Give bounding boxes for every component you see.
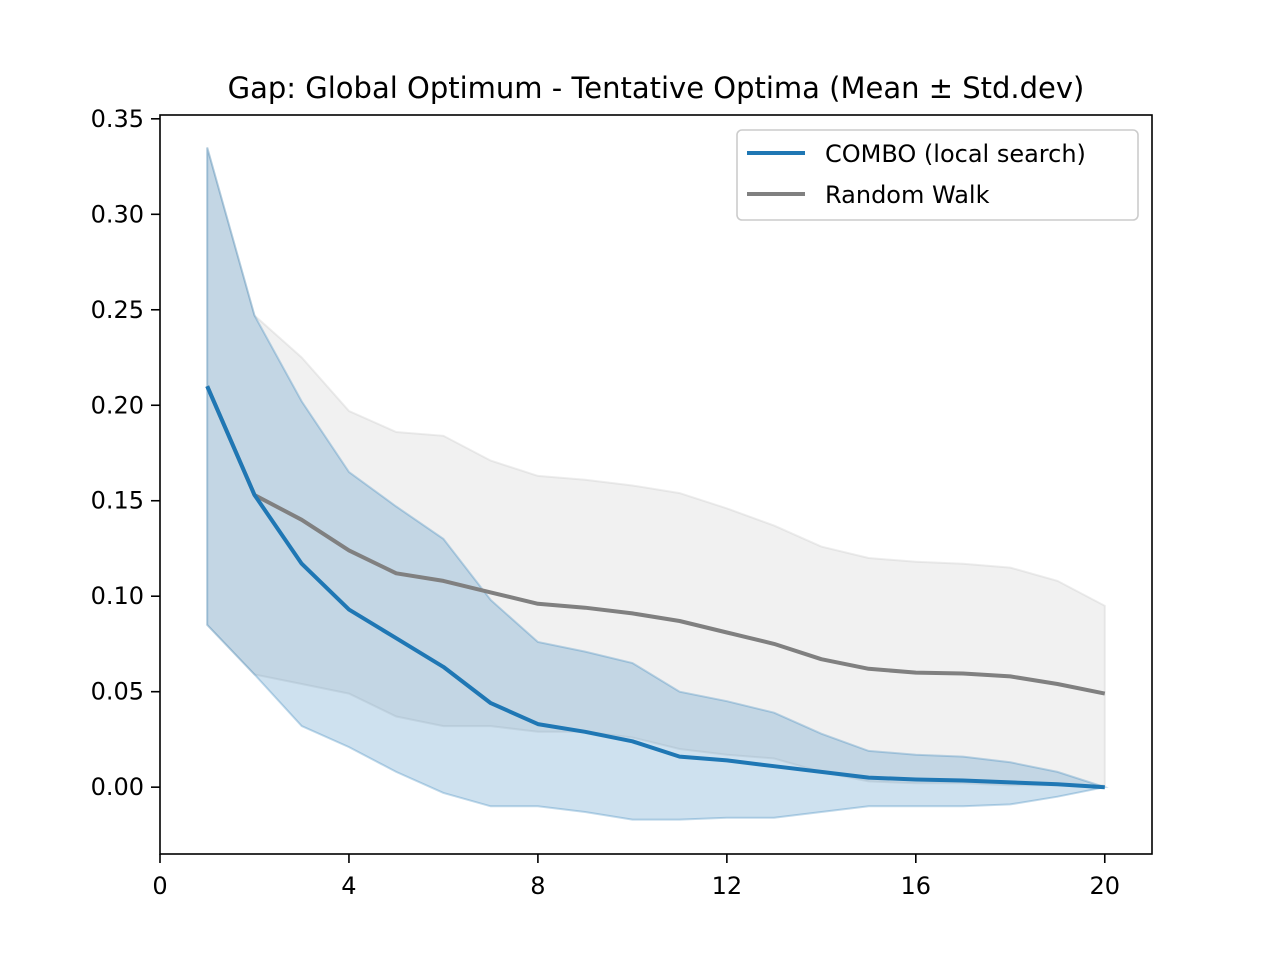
y-tick-label: 0.10 bbox=[91, 582, 144, 610]
plot-frame bbox=[159, 114, 1153, 855]
legend: COMBO (local search) Random Walk bbox=[736, 129, 1139, 221]
y-tick-label: 0.00 bbox=[91, 773, 144, 801]
x-tick-label: 8 bbox=[530, 872, 545, 900]
legend-label-combo-local-search: COMBO (local search) bbox=[825, 140, 1086, 168]
legend-box bbox=[736, 129, 1139, 221]
series-lines bbox=[205, 385, 1106, 790]
band-combo-local-search bbox=[206, 147, 1109, 821]
x-tick-label: 0 bbox=[152, 872, 167, 900]
x-tick-label: 12 bbox=[712, 872, 743, 900]
x-tick-label: 4 bbox=[341, 872, 356, 900]
x-axis: 0 4 8 12 16 20 bbox=[152, 854, 1120, 900]
y-tick-label: 0.35 bbox=[91, 105, 144, 133]
x-tick-label: 16 bbox=[901, 872, 932, 900]
y-tick-label: 0.20 bbox=[91, 391, 144, 419]
y-tick-label: 0.25 bbox=[91, 296, 144, 324]
y-tick-label: 0.05 bbox=[91, 678, 144, 706]
y-tick-label: 0.30 bbox=[91, 200, 144, 228]
x-tick-label: 20 bbox=[1089, 872, 1120, 900]
y-axis: 0.00 0.05 0.10 0.15 0.20 0.25 0.30 0.35 bbox=[91, 105, 160, 801]
legend-label-random-walk: Random Walk bbox=[825, 181, 990, 209]
line-random-walk bbox=[205, 385, 1106, 696]
chart-title: Gap: Global Optimum - Tentative Optima (… bbox=[228, 71, 1085, 105]
y-tick-label: 0.15 bbox=[91, 487, 144, 515]
line-combo-local-search bbox=[205, 385, 1105, 790]
